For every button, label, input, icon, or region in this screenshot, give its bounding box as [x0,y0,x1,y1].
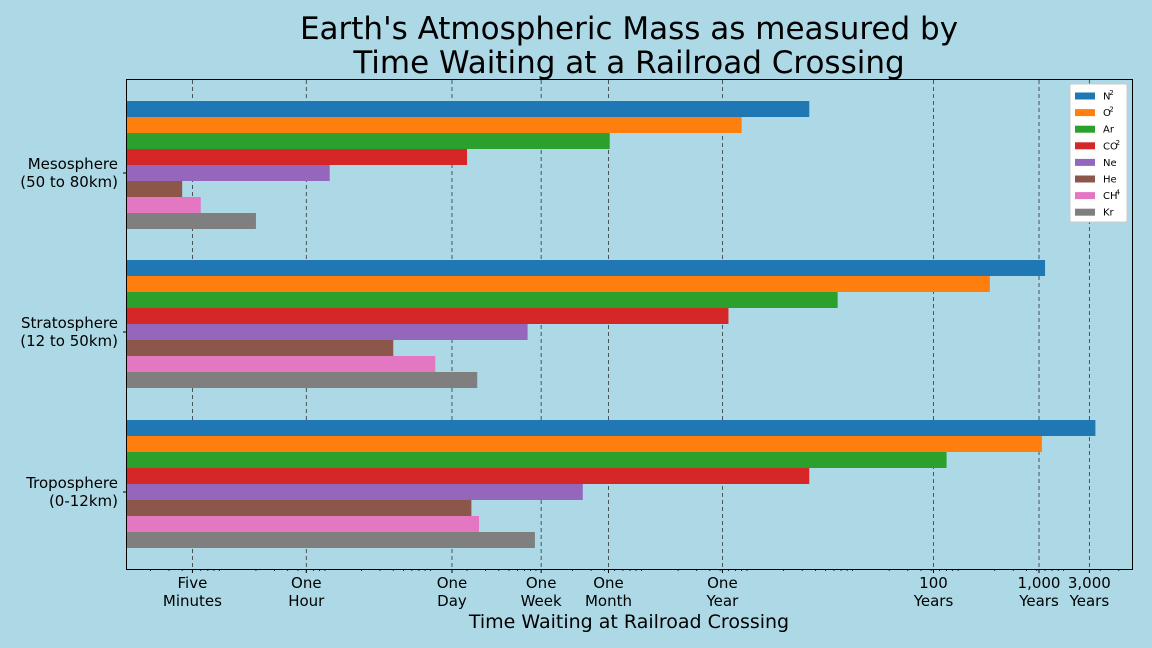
x-tick-label: Years [1069,592,1110,610]
legend-label: N [1103,92,1110,103]
bar [127,500,472,516]
bar [127,324,528,340]
bar [127,165,330,181]
plot-area [126,79,1133,570]
legend-label-superscript: 2 [1109,89,1113,97]
bar [127,372,478,388]
x-tick-label: One [593,574,624,592]
bar [127,452,947,468]
x-tick-label: 3,000 [1068,574,1111,592]
legend-swatch [1075,92,1095,100]
y-tick-label: Stratosphere [21,314,118,332]
x-axis-ticks: FiveMinutesOneHourOneDayOneWeekOneMonthO… [150,569,1120,610]
x-tick-label: One [707,574,738,592]
x-tick-label: Day [437,592,467,610]
legend-label: Ar [1103,125,1115,136]
bar [127,484,583,500]
legend-swatch [1075,192,1095,200]
bar [127,292,838,308]
x-tick-label: Years [1018,592,1059,610]
x-tick-label: Five [178,574,208,592]
bar [127,213,256,229]
x-tick-label: One [437,574,468,592]
bar [127,532,535,548]
x-tick-label: Month [585,592,632,610]
legend-label-superscript: 4 [1116,189,1121,197]
bars [127,101,1096,548]
legend-label: Ne [1103,158,1117,169]
bar [127,117,742,133]
legend-label: CO [1103,141,1118,152]
bar [127,133,610,149]
y-axis-ticks: Mesosphere(50 to 80km) Stratosphere(12 to… [20,155,127,510]
y-tick-label: (0-12km) [49,492,118,510]
x-axis-label: Time Waiting at Railroad Crossing [468,611,789,633]
x-tick-label: 100 [919,574,948,592]
x-tick-label: Minutes [163,592,222,610]
chart-title-line-2: Time Waiting at a Railroad Crossing [352,45,904,81]
bar [127,420,1096,436]
bar [127,181,183,197]
legend-label: O [1103,108,1111,119]
legend-label: CH [1103,191,1118,202]
x-tick-label: Years [913,592,954,610]
x-tick-label: Week [521,592,562,610]
bar [127,308,729,324]
legend-label: Kr [1103,208,1115,219]
bar [127,149,468,165]
bar [127,340,394,356]
bar [127,101,810,117]
bar [127,356,436,372]
legend-label-superscript: 2 [1109,106,1113,114]
x-tick-label: Hour [288,592,325,610]
chart-title-line-1: Earth's Atmospheric Mass as measured by [300,11,958,47]
bar [127,260,1046,276]
x-tick-label: 1,000 [1018,574,1061,592]
bar [127,516,480,532]
bar [127,468,810,484]
y-tick-label: Troposphere [25,474,118,492]
y-tick-label: (12 to 50km) [20,332,118,350]
x-tick-label: Year [706,592,740,610]
bar [127,436,1042,452]
bar [127,276,990,292]
legend-swatch [1075,175,1095,183]
y-tick-label: Mesosphere [28,155,118,173]
legend-swatch [1075,208,1095,216]
legend-swatch [1075,142,1095,150]
x-tick-label: One [526,574,557,592]
legend-box [1069,83,1128,223]
legend-label-superscript: 2 [1116,139,1120,147]
bar [127,197,201,213]
legend-swatch [1075,125,1095,133]
legend-swatch [1075,158,1095,166]
x-tick-label: One [291,574,322,592]
legend-label: He [1103,175,1117,186]
legend-swatch [1075,109,1095,117]
y-tick-label: (50 to 80km) [20,173,118,191]
